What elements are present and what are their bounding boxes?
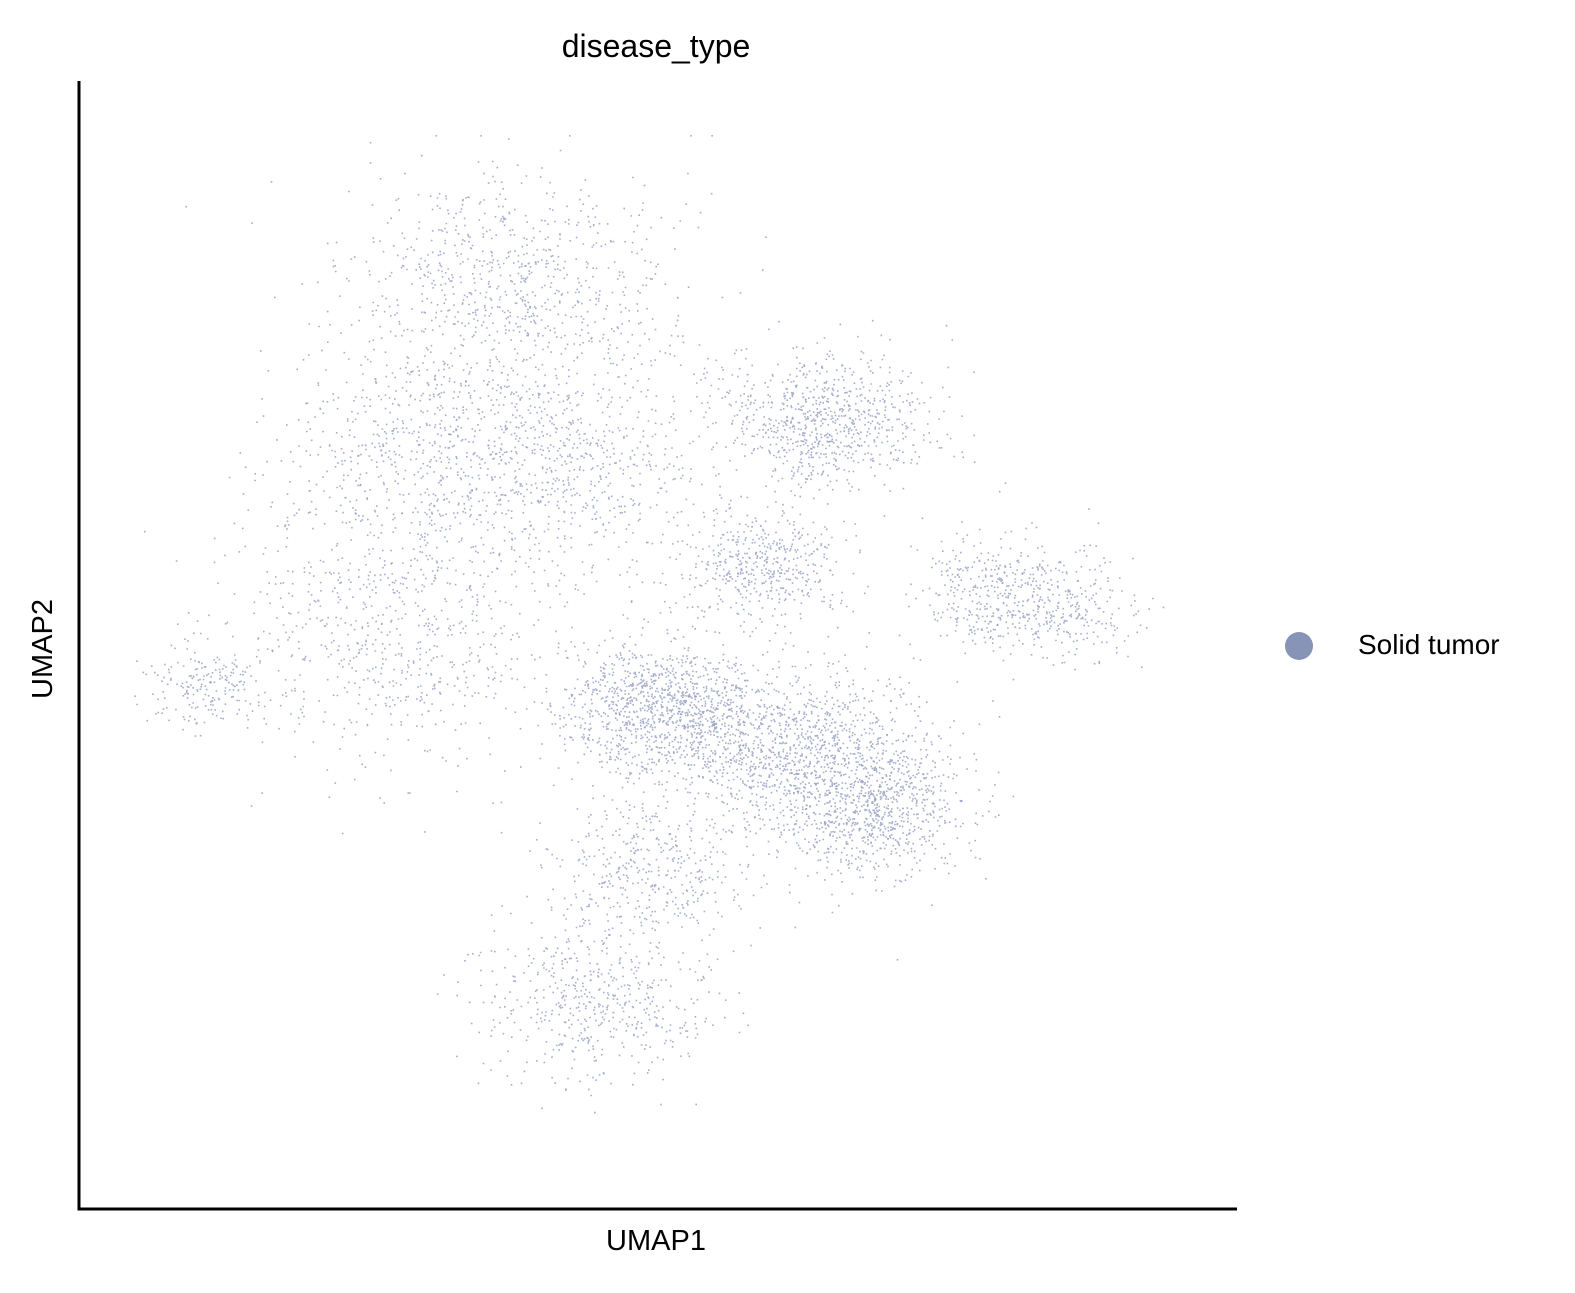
y-axis-label: UMAP2 (27, 599, 59, 699)
point-cloud-region-2 (358, 278, 807, 716)
point-cloud-region-8 (552, 605, 1055, 881)
point-cloud-region-5 (665, 319, 1007, 517)
point-cloud-region-10 (424, 778, 801, 964)
point-cloud-region-3 (144, 370, 670, 835)
point-cloud-region-7 (500, 584, 820, 833)
x-axis-label: UMAP1 (606, 1225, 706, 1257)
point-cloud-region-6 (636, 484, 869, 642)
scatter-points-solid-tumor (134, 135, 1165, 1114)
point-cloud-region-0 (185, 135, 767, 459)
legend-label-solid-tumor: Solid tumor (1358, 629, 1500, 660)
legend: Solid tumor (1285, 629, 1500, 660)
point-cloud-region-1 (228, 282, 659, 604)
point-cloud-region-12 (916, 508, 1165, 671)
point-cloud-region-4 (134, 614, 320, 737)
chart-title: disease_type (562, 28, 751, 64)
point-cloud-region-13 (898, 490, 1052, 655)
point-cloud-region-11 (436, 898, 761, 1114)
legend-marker-solid-tumor (1285, 632, 1313, 660)
